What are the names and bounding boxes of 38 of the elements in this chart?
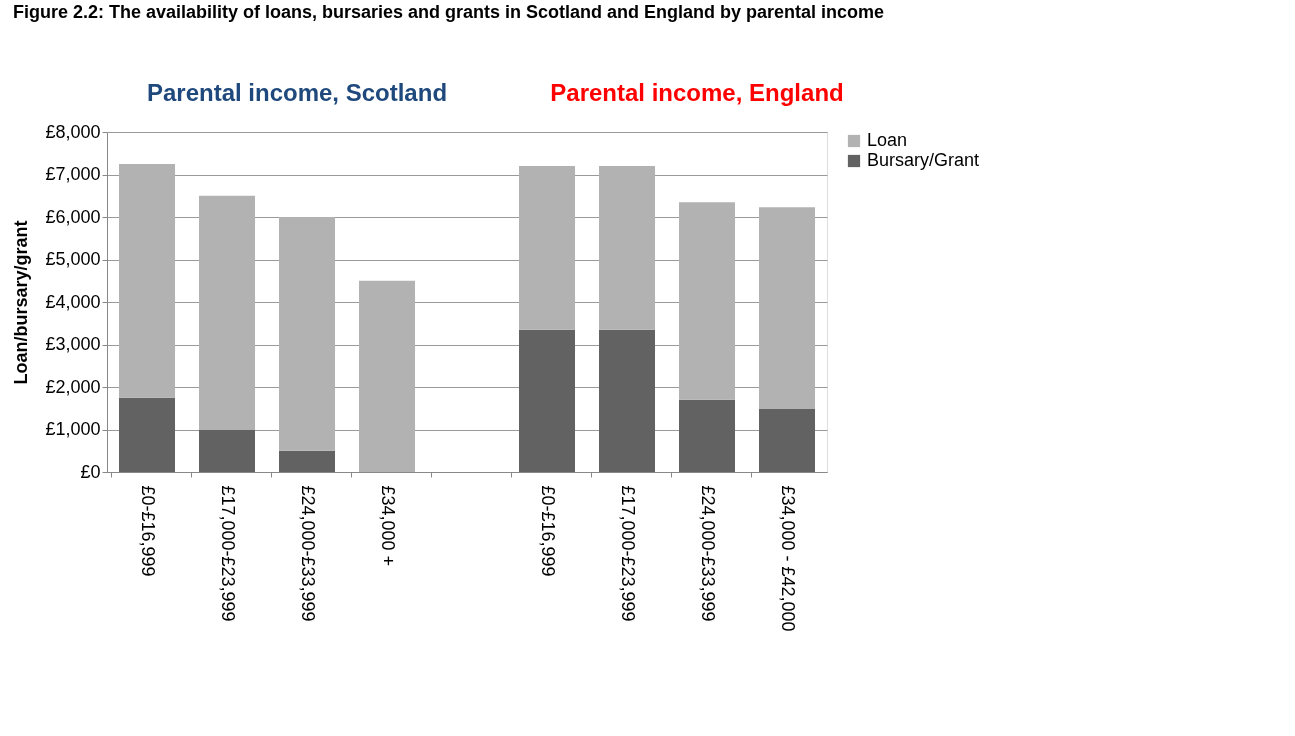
bar xyxy=(599,166,655,330)
bar xyxy=(599,329,655,472)
y-tick-label: £1,000 xyxy=(45,419,101,439)
text: Parental income, England xyxy=(550,79,844,106)
bar xyxy=(359,280,415,472)
bar xyxy=(119,163,175,398)
bar xyxy=(759,207,815,410)
y-tick-label: £2,000 xyxy=(45,376,101,397)
x-tick-label: £17,000-£23,999 xyxy=(218,485,238,622)
bar xyxy=(759,409,815,472)
y-tick-label: £3,000 xyxy=(45,334,101,354)
bar xyxy=(119,397,175,472)
x-tick-label: £17,000-£23,999 xyxy=(618,485,638,622)
x-tick-label: £24,000-£33,999 xyxy=(298,485,318,622)
y-axis-title: Loan/bursary/grant xyxy=(11,220,32,385)
x-tick-label: £34,000 + xyxy=(378,485,398,567)
x-tick-label: £24,000-£33,999 xyxy=(698,485,718,622)
x-tick-label: £34,000 - £42,000 xyxy=(778,485,798,632)
y-tick-label: £0 xyxy=(80,461,101,482)
legend-label: Loan xyxy=(867,130,908,150)
y-tick-label: £4,000 xyxy=(45,291,101,312)
bar xyxy=(519,329,575,472)
bar xyxy=(519,166,575,330)
chart-title: Figure 2.2: The availability of loans, bursaries and grants in Scotland and England by parental income xyxy=(12,2,885,22)
bar xyxy=(199,195,255,430)
y-tick-label: £5,000 xyxy=(45,249,101,269)
x-tick-label: £0-£16,999 xyxy=(138,485,158,577)
bar xyxy=(679,202,735,400)
text: Parental income, Scotland xyxy=(146,79,448,106)
y-tick-label: £7,000 xyxy=(45,164,101,184)
bar xyxy=(279,217,335,451)
y-tick-label: £8,000 xyxy=(45,121,101,142)
bar xyxy=(679,399,735,472)
y-tick-label: £6,000 xyxy=(45,206,101,227)
x-tick-label: £0-£16,999 xyxy=(538,485,558,577)
legend-label: Bursary/Grant xyxy=(867,150,980,170)
bar xyxy=(199,429,255,472)
bar xyxy=(279,450,335,472)
